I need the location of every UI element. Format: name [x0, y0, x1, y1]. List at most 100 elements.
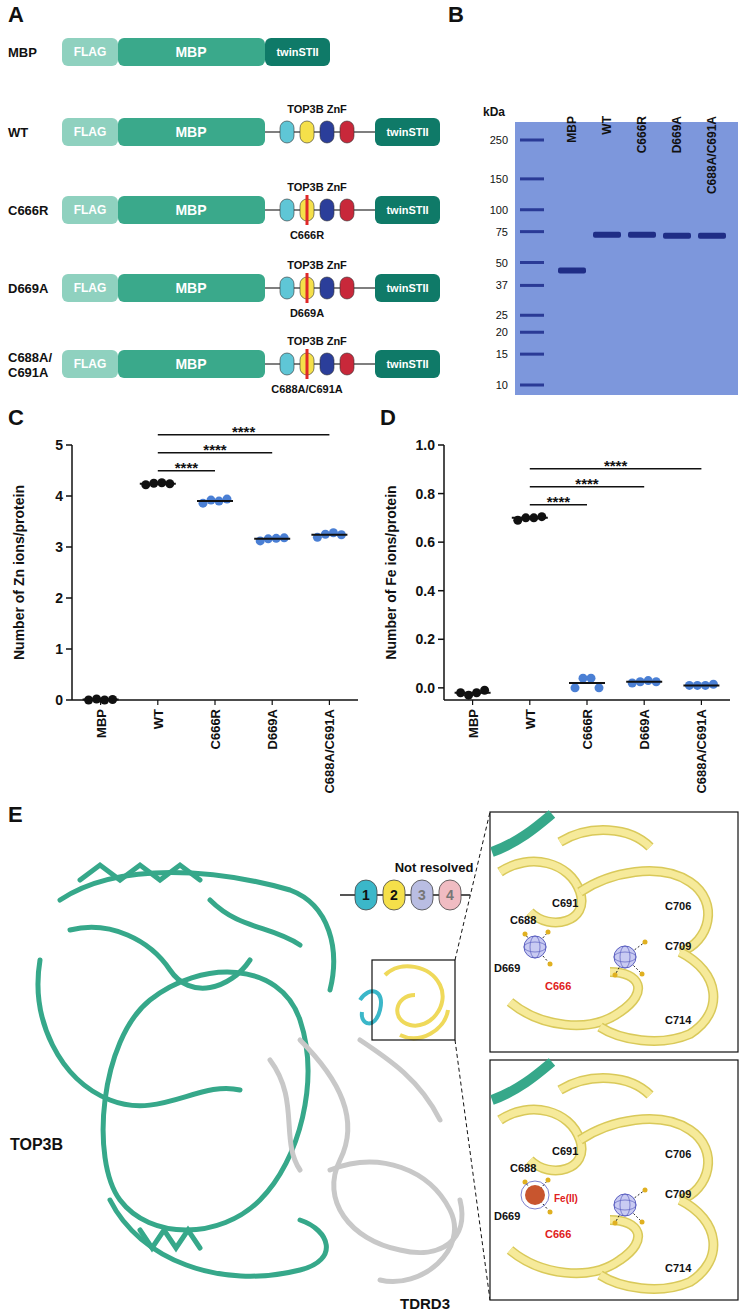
lane-label: WT: [600, 115, 614, 134]
y-tick: [66, 648, 72, 650]
znf-tube: [560, 830, 650, 847]
y-tick: [438, 687, 444, 689]
mbp-box: [118, 196, 265, 224]
lane-label: D669A: [670, 116, 684, 154]
top3b-ribbon: [60, 873, 334, 991]
label: MBP: [175, 356, 206, 372]
significance-label: ****: [203, 441, 227, 458]
data-point: [709, 680, 718, 689]
protein-band: [593, 232, 621, 238]
ladder-label: 75: [496, 226, 508, 238]
znf1-ribbon: [360, 991, 381, 1023]
tick-label: 0.6: [416, 534, 436, 550]
label: FLAG: [74, 203, 107, 217]
ladder-band: [520, 353, 544, 356]
znf-tube: [580, 871, 708, 952]
top3b-ribbon: [140, 1230, 200, 1248]
ligand-atom: [640, 1220, 645, 1225]
znf-tube: [510, 1220, 638, 1273]
tdrd3-ribbon: [360, 1040, 440, 1120]
tick-label: 3: [55, 539, 63, 555]
znf-domain: [320, 353, 334, 375]
mean-line: [455, 692, 491, 694]
tick-label: 2: [55, 590, 63, 606]
protein-band: [698, 233, 726, 239]
label-line: C691A: [8, 365, 49, 380]
ligand-atom: [523, 932, 528, 937]
mean-line: [140, 483, 176, 485]
ladder-band: [520, 331, 544, 334]
y-axis: [71, 445, 73, 700]
ligand-atom: [613, 973, 618, 978]
residue-label: D669: [494, 1210, 520, 1222]
residue-label: C666: [545, 980, 571, 992]
data-point: [256, 536, 265, 545]
znf-tube: [600, 952, 713, 1041]
figure: AMBPFLAGMBPtwinSTIIWTFLAGMBPTOP3B ZnFtwi…: [0, 0, 744, 1315]
ligand-atom: [643, 940, 648, 945]
ladder-band: [520, 230, 544, 233]
tick-label: D669A: [265, 708, 280, 749]
tick-label: 4: [55, 488, 63, 504]
metal-label: Fe(II): [554, 1193, 578, 1204]
flag-box: [62, 350, 118, 378]
strep-box: [375, 196, 440, 224]
axis-title: Number of Fe ions/protein: [383, 485, 399, 659]
y-tick: [438, 590, 444, 592]
ladder-label: 37: [496, 279, 508, 291]
data-point: [199, 499, 208, 508]
domain-pill: [439, 880, 461, 910]
domain-number: 4: [446, 887, 454, 903]
panel-letter: A: [8, 2, 24, 27]
top3b-ribbon: [70, 927, 250, 988]
domain-number: 3: [418, 887, 426, 903]
flag-box: [62, 274, 118, 302]
top3b-ribbon: [103, 972, 308, 1230]
strep-box: [375, 118, 440, 146]
lane-label: C688A/C691A: [705, 116, 719, 194]
label: twinSTII: [386, 126, 428, 138]
ladder-label: 50: [496, 257, 508, 269]
inset-frame: [490, 812, 738, 1052]
mutation-mark: [306, 349, 309, 379]
density-mesh: [620, 1194, 630, 1216]
znf-domain: [320, 121, 334, 143]
data-point: [571, 683, 580, 692]
protein-band: [558, 268, 586, 274]
tick-label: C666R: [208, 708, 223, 749]
mean-line: [311, 534, 347, 536]
iron-ion: [525, 1185, 545, 1205]
data-point: [223, 495, 232, 504]
zoom-box: [372, 960, 455, 1040]
ladder-band: [520, 314, 544, 317]
domain-number: 2: [390, 887, 398, 903]
lane-label: MBP: [565, 116, 579, 143]
label: TOP3B ZnF: [287, 335, 347, 347]
label: C666R: [290, 229, 324, 241]
tick-label: 0.4: [416, 583, 436, 599]
znf-tube: [560, 1078, 650, 1095]
mean-line: [197, 500, 233, 502]
label-line: C688A/: [8, 350, 52, 365]
x-tick: [644, 700, 645, 705]
density-mesh: [614, 952, 636, 962]
inset: C691C688D669C666C706C709C714Fe(II): [490, 1060, 738, 1300]
mean-line: [626, 681, 662, 683]
label: TOP3B ZnF: [287, 103, 347, 115]
data-point: [644, 676, 653, 685]
x-tick: [701, 700, 702, 705]
data-point: [157, 478, 166, 487]
tick-label: 0.8: [416, 486, 436, 502]
y-axis: [443, 445, 445, 700]
significance-label: ****: [575, 475, 599, 492]
label: MBP: [175, 44, 206, 60]
flag-box: [62, 38, 118, 66]
label: C688A/C691A: [271, 383, 343, 395]
flag-box: [62, 196, 118, 224]
residue-label: C714: [665, 1262, 692, 1274]
znf-tube: [580, 871, 708, 952]
ladder-band: [520, 261, 544, 264]
data-point: [141, 480, 150, 489]
tick-label: 1: [55, 641, 63, 657]
significance-label: ****: [232, 423, 256, 440]
